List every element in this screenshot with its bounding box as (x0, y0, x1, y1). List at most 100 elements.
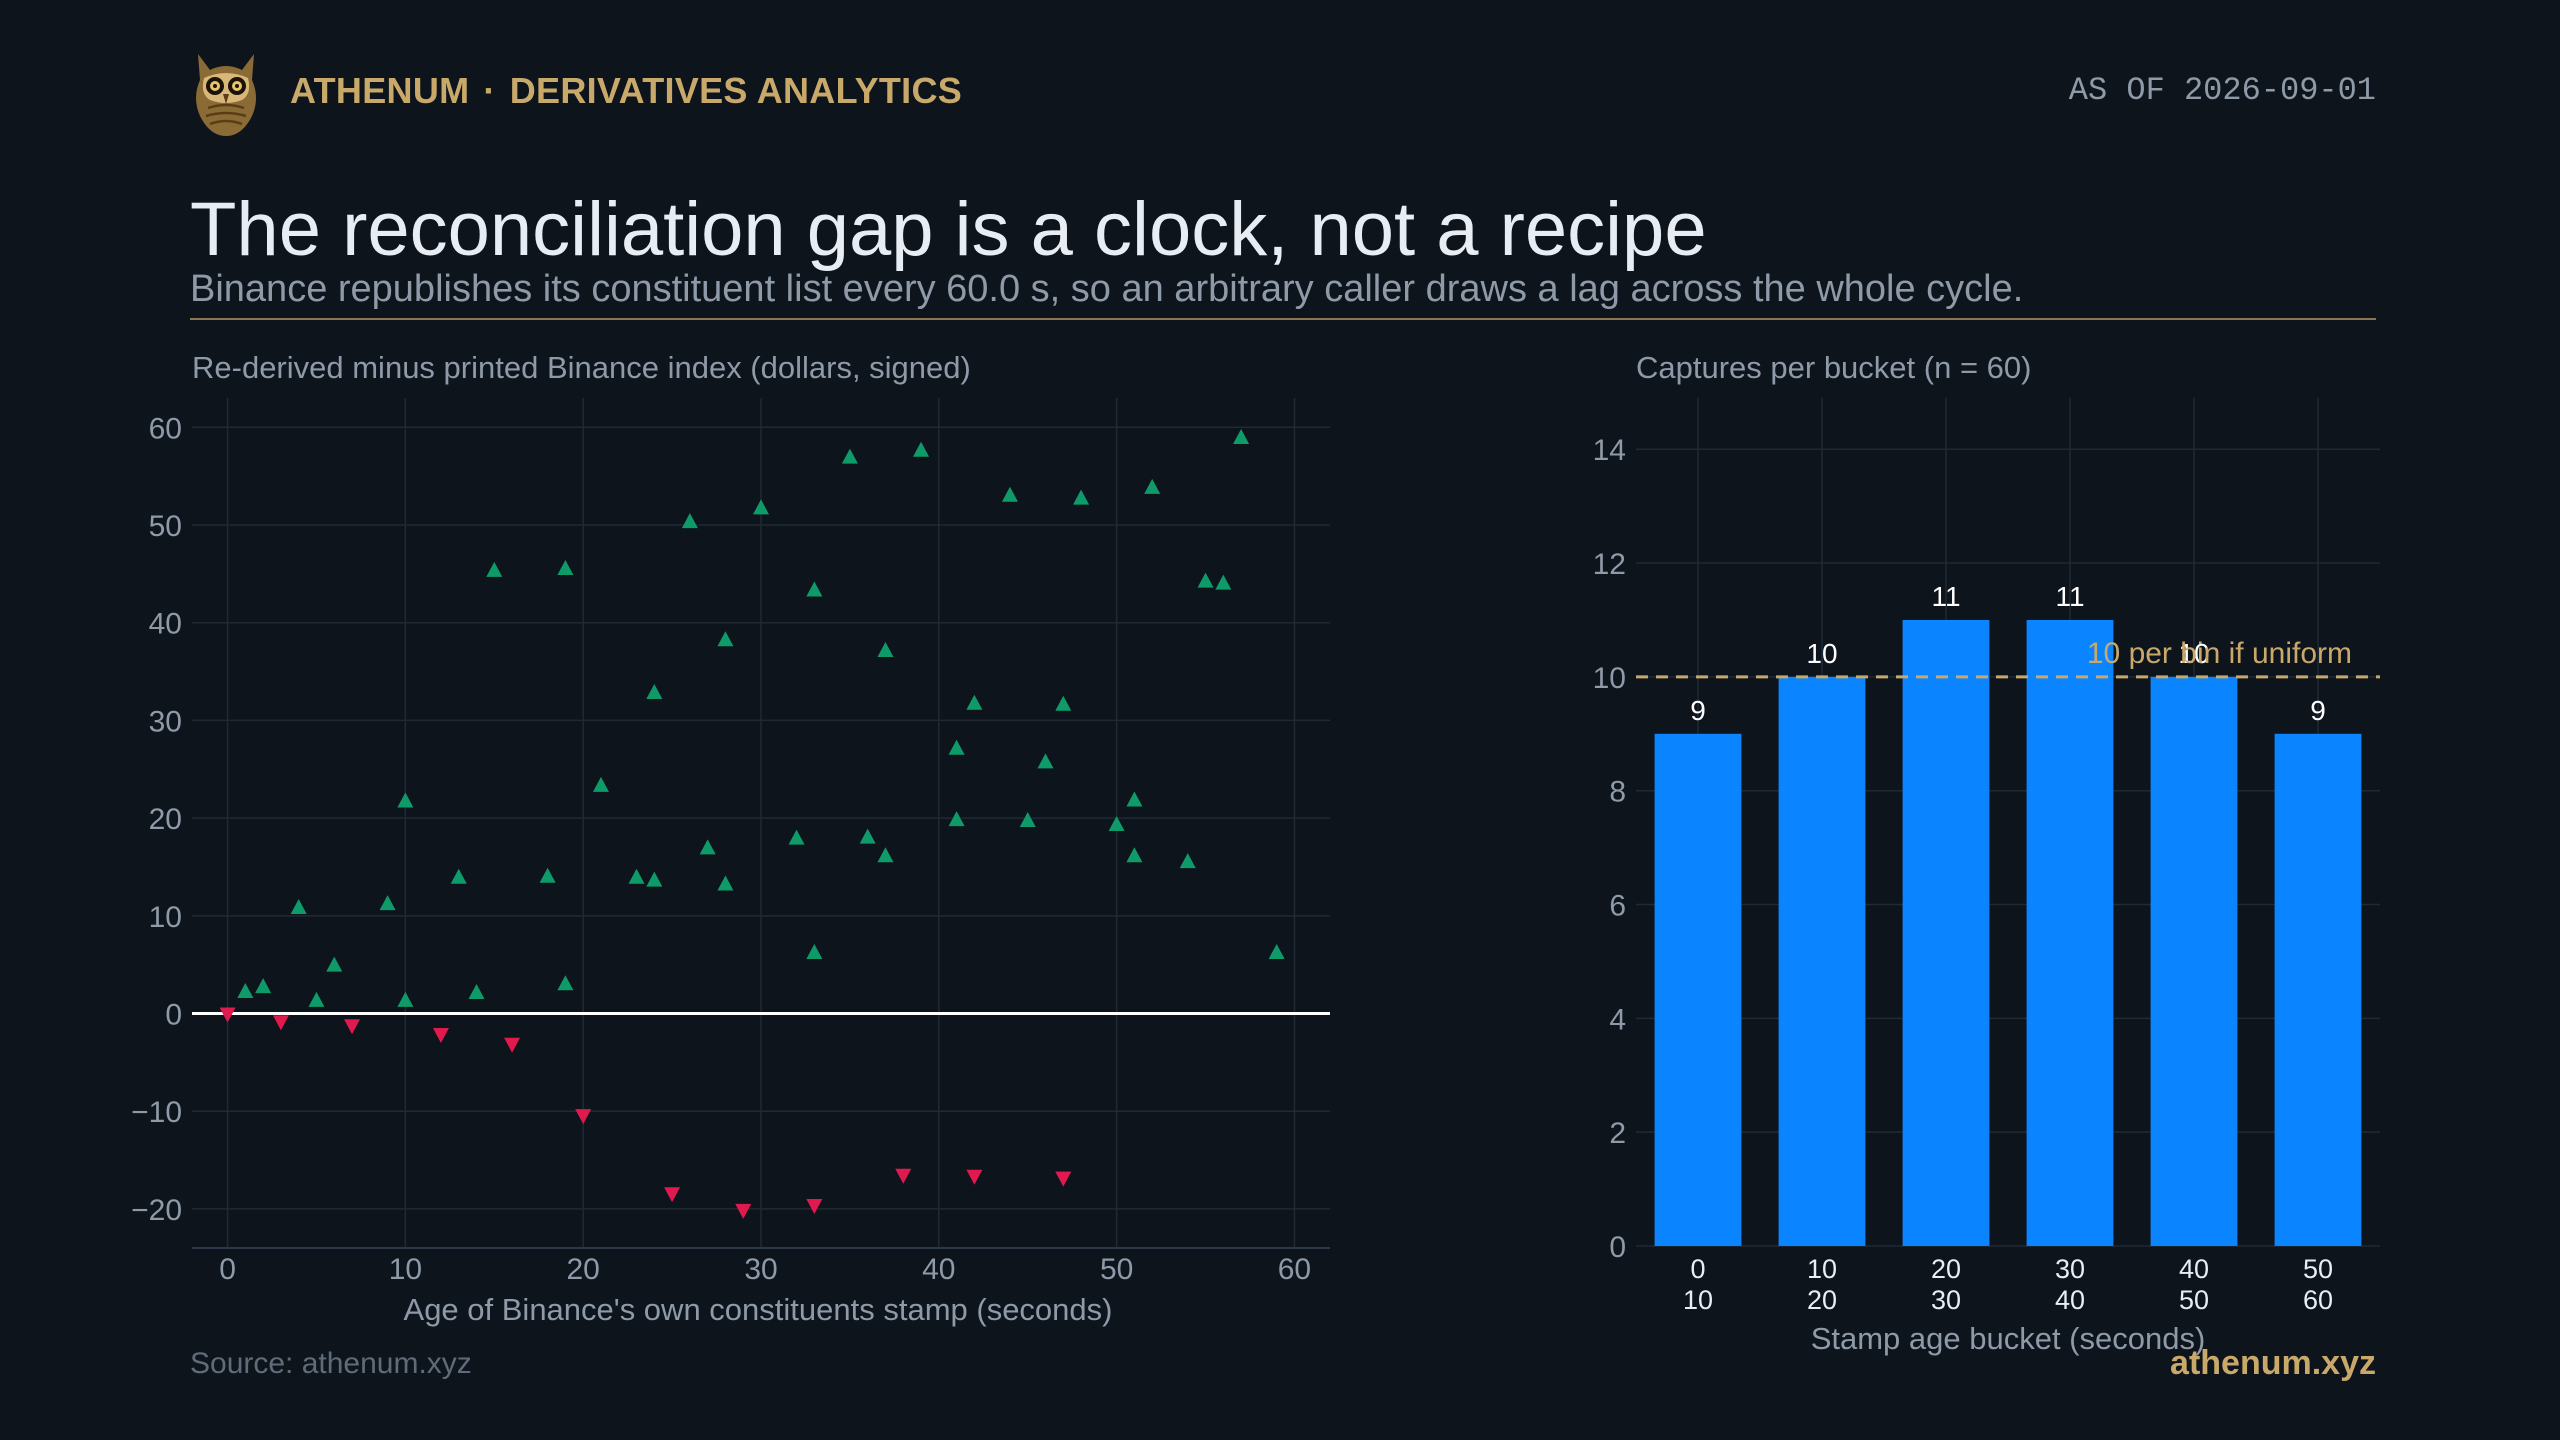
scatter-x-axis-label: Age of Binance's own constituents stamp … (404, 1292, 1113, 1327)
category-label: 20 (1807, 1285, 1837, 1315)
positive-point (1001, 486, 1018, 502)
category-label: 40 (2055, 1285, 2085, 1315)
positive-point (1179, 853, 1196, 869)
positive-point (1108, 815, 1125, 831)
y-tick-label: 20 (149, 803, 182, 836)
bar (2274, 733, 2362, 1246)
positive-point (1144, 478, 1161, 494)
positive-point (681, 513, 698, 529)
positive-point (1233, 429, 1250, 445)
category-label: 50 (2303, 1254, 2333, 1284)
y-tick-label: 12 (1593, 548, 1626, 581)
positive-point (699, 839, 716, 855)
scatter-chart: Re-derived minus printed Binance index (… (131, 350, 1330, 1327)
source-note: Source: athenum.xyz (190, 1347, 472, 1380)
category-label: 40 (2179, 1254, 2209, 1284)
positive-point (1197, 572, 1214, 588)
brand-separator: · (483, 70, 496, 111)
positive-point (1037, 753, 1054, 769)
y-tick-label: −20 (131, 1194, 182, 1227)
x-tick-label: 50 (1100, 1253, 1133, 1286)
negative-point (432, 1028, 449, 1044)
positive-point (859, 828, 876, 844)
x-tick-label: 20 (567, 1253, 600, 1286)
brand-name: ATHENUM (290, 70, 470, 111)
category-label: 30 (1931, 1285, 1961, 1315)
y-tick-label: 60 (149, 412, 182, 445)
negative-point (219, 1007, 236, 1023)
positive-point (1215, 574, 1232, 590)
positive-point (326, 956, 343, 972)
footer-brand: athenum.xyz (2170, 1344, 2376, 1382)
positive-point (468, 984, 485, 999)
negative-point (966, 1169, 983, 1185)
positive-point (806, 581, 823, 597)
x-tick-label: 60 (1278, 1253, 1311, 1286)
bar-title: Captures per bucket (n = 60) (1636, 350, 2031, 385)
category-label: 20 (1931, 1254, 1961, 1284)
positive-point (913, 441, 930, 457)
y-tick-label: 40 (149, 608, 182, 641)
positive-point (592, 776, 609, 792)
y-tick-label: 6 (1609, 890, 1626, 923)
y-tick-label: 10 (1593, 662, 1626, 695)
negative-point (1055, 1171, 1072, 1187)
bar (2150, 676, 2238, 1246)
negative-point (504, 1037, 521, 1053)
positive-point (1055, 695, 1072, 711)
negative-point (735, 1203, 752, 1219)
positive-point (539, 867, 556, 883)
bar-x-axis-label: Stamp age bucket (seconds) (1811, 1321, 2206, 1356)
page-subtitle: Binance republishes its constituent list… (190, 268, 2024, 310)
title-rule (190, 318, 2376, 320)
positive-point (717, 631, 734, 647)
positive-point (397, 792, 414, 808)
positive-point (948, 739, 965, 755)
positive-point (877, 847, 894, 863)
header: ATHENUM · DERIVATIVES ANALYTICS AS OF 2026… (190, 50, 2376, 142)
positive-point (397, 991, 414, 1007)
as-of-date: AS OF 2026-09-01 (2068, 72, 2376, 109)
negative-point (664, 1187, 681, 1203)
y-tick-label: 0 (165, 999, 182, 1032)
category-label: 0 (1690, 1254, 1705, 1284)
negative-point (272, 1015, 289, 1031)
bar-value-label: 10 (1806, 638, 1837, 669)
positive-point (753, 499, 769, 515)
x-tick-label: 30 (744, 1253, 777, 1286)
bar-value-label: 11 (2055, 581, 2084, 612)
brand-title: ATHENUM · DERIVATIVES ANALYTICS (290, 70, 962, 112)
positive-point (1126, 847, 1143, 863)
bar (2026, 619, 2114, 1246)
x-tick-label: 40 (922, 1253, 955, 1286)
y-tick-label: 8 (1609, 776, 1626, 809)
category-label: 60 (2303, 1285, 2333, 1315)
positive-point (966, 694, 983, 710)
positive-point (948, 811, 965, 827)
y-tick-label: 4 (1609, 1003, 1626, 1036)
positive-point (290, 899, 307, 914)
positive-point (379, 895, 396, 911)
brand-section: DERIVATIVES ANALYTICS (509, 70, 963, 111)
positive-point (1268, 943, 1285, 959)
reference-line-label: 10 per bin if uniform (2087, 637, 2352, 670)
bar-value-label: 9 (2310, 695, 2326, 726)
category-label: 10 (1807, 1254, 1837, 1284)
positive-point (308, 991, 325, 1007)
positive-point (486, 561, 503, 577)
positive-point (1126, 791, 1143, 807)
positive-point (237, 983, 254, 999)
category-label: 10 (1683, 1285, 1713, 1315)
y-tick-label: 10 (149, 901, 182, 934)
positive-point (646, 684, 663, 700)
category-label: 50 (2179, 1285, 2209, 1315)
negative-point (806, 1199, 823, 1215)
positive-point (557, 975, 574, 991)
x-tick-label: 0 (219, 1253, 236, 1286)
positive-point (1073, 489, 1090, 505)
positive-point (628, 868, 645, 884)
positive-point (255, 978, 272, 994)
category-label: 30 (2055, 1254, 2085, 1284)
bar (1902, 619, 1990, 1246)
y-tick-label: 50 (149, 510, 182, 543)
